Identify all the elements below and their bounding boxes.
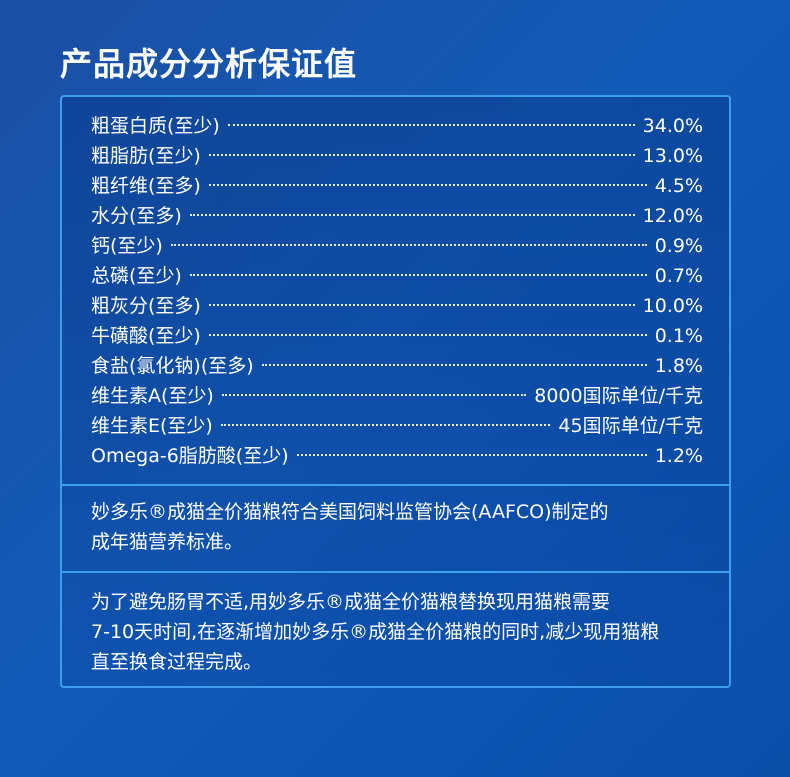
section-divider — [62, 484, 729, 486]
nutrient-value: 34.0% — [642, 115, 703, 137]
transition-advice-line: 为了避免肠胃不适,用妙多乐®成猫全价猫粮替换现用猫粮需要 — [91, 591, 611, 613]
dot-leader — [227, 124, 635, 126]
nutrient-name: 水分(至多) — [91, 205, 182, 227]
nutrient-row: 总磷(至少) 0.7% — [91, 261, 703, 291]
transition-advice: 为了避免肠胃不适,用妙多乐®成猫全价猫粮替换现用猫粮需要 7-10天时间,在逐渐… — [91, 587, 731, 677]
nutrient-list: 粗蛋白质(至少) 34.0% 粗脂肪(至少) 13.0% 粗纤维(至多) 4.5… — [91, 111, 703, 471]
nutrient-name: 牛磺酸(至少) — [91, 325, 201, 347]
nutrient-row: 钙(至少) 0.9% — [91, 231, 703, 261]
nutrient-value: 0.7% — [654, 265, 703, 287]
nutrient-row: 粗脂肪(至少) 13.0% — [91, 141, 703, 171]
nutrient-row: 牛磺酸(至少) 0.1% — [91, 321, 703, 351]
nutrient-name: 维生素E(至少) — [91, 415, 213, 437]
dot-leader — [189, 214, 635, 216]
dot-leader — [208, 154, 635, 156]
dot-leader — [208, 334, 647, 336]
transition-advice-line: 7-10天时间,在逐渐增加妙多乐®成猫全价猫粮的同时,减少现用猫粮 — [91, 621, 660, 643]
dot-leader — [208, 184, 647, 186]
dot-leader — [220, 424, 551, 426]
dot-leader — [189, 274, 647, 276]
nutrient-value: 10.0% — [642, 295, 703, 317]
transition-advice-line: 直至换食过程完成。 — [91, 651, 263, 673]
nutrient-name: Omega-6脂肪酸(至少) — [91, 445, 289, 467]
nutrient-row: 维生素E(至少) 45国际单位/千克 — [91, 411, 703, 441]
nutrient-value: 12.0% — [642, 205, 703, 227]
dot-leader — [296, 454, 647, 456]
nutrient-row: 粗纤维(至多) 4.5% — [91, 171, 703, 201]
dot-leader — [170, 244, 647, 246]
nutrient-value: 0.1% — [654, 325, 703, 347]
nutrient-name: 总磷(至少) — [91, 265, 182, 287]
dot-leader — [261, 364, 647, 366]
nutrient-name: 维生素A(至少) — [91, 385, 214, 407]
nutrient-row: 粗灰分(至多) 10.0% — [91, 291, 703, 321]
page-title: 产品成分分析保证值 — [60, 45, 358, 83]
nutrient-value: 45国际单位/千克 — [558, 415, 703, 437]
nutrient-name: 食盐(氯化钠)(至多) — [91, 355, 254, 377]
aafco-statement-line: 妙多乐®成猫全价猫粮符合美国饲料监管协会(AAFCO)制定的 — [91, 501, 609, 523]
dot-leader — [221, 394, 527, 396]
nutrient-value: 4.5% — [654, 175, 703, 197]
nutrient-row: 食盐(氯化钠)(至多) 1.8% — [91, 351, 703, 381]
nutrient-value: 8000国际单位/千克 — [534, 385, 703, 407]
nutrient-name: 粗蛋白质(至少) — [91, 115, 220, 137]
section-divider — [62, 571, 729, 573]
nutrient-name: 粗纤维(至多) — [91, 175, 201, 197]
nutrient-row: 水分(至多) 12.0% — [91, 201, 703, 231]
dot-leader — [208, 304, 635, 306]
nutrient-value: 0.9% — [654, 235, 703, 257]
nutrient-value: 13.0% — [642, 145, 703, 167]
nutrient-row: Omega-6脂肪酸(至少) 1.2% — [91, 441, 703, 471]
aafco-statement-line: 成年猫营养标准。 — [91, 531, 244, 553]
nutrient-row: 粗蛋白质(至少) 34.0% — [91, 111, 703, 141]
nutrient-row: 维生素A(至少) 8000国际单位/千克 — [91, 381, 703, 411]
nutrient-name: 粗脂肪(至少) — [91, 145, 201, 167]
aafco-statement: 妙多乐®成猫全价猫粮符合美国饲料监管协会(AAFCO)制定的 成年猫营养标准。 — [91, 497, 731, 557]
nutrient-value: 1.8% — [654, 355, 703, 377]
nutrient-value: 1.2% — [654, 445, 703, 467]
nutrition-panel: 粗蛋白质(至少) 34.0% 粗脂肪(至少) 13.0% 粗纤维(至多) 4.5… — [60, 95, 731, 688]
nutrient-name: 钙(至少) — [91, 235, 163, 257]
nutrient-name: 粗灰分(至多) — [91, 295, 201, 317]
